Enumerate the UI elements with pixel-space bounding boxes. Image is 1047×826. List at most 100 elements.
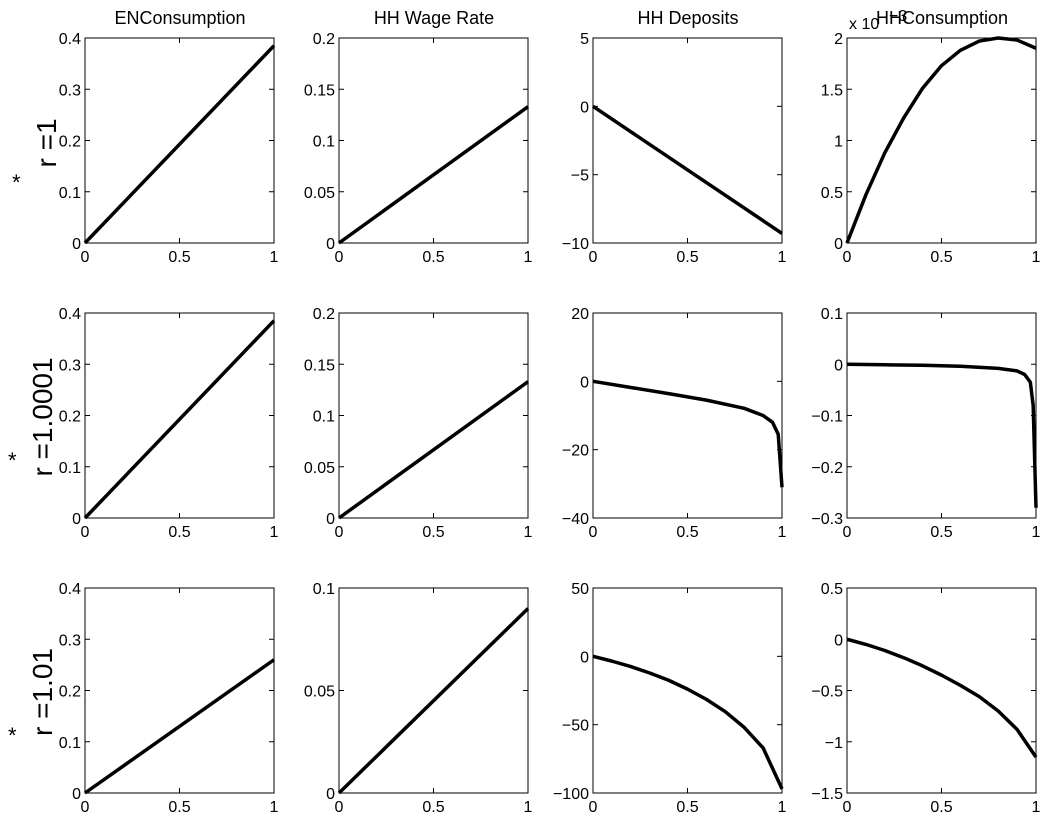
subplot-r3-c2: 0 0.5 1 0 0.05 0.1: [304, 581, 533, 816]
y-tick-label: 0: [834, 236, 843, 253]
y-tick-label: 0: [326, 511, 335, 528]
y-tick-label: 0.05: [304, 684, 335, 701]
x-tick-label: 1: [778, 524, 787, 541]
y-tick-label: 0.05: [304, 460, 335, 477]
row-label-1: r =1: [31, 118, 62, 167]
subplot-r1-c2: 0 0.5 1 0 0.05 0.1 0.15 0.2: [304, 31, 533, 266]
x-tick-label: 1: [1032, 249, 1041, 266]
y-tick-label: 0: [326, 786, 335, 803]
y-tick-label: 0: [326, 236, 335, 253]
subplot-r3-c4: 0 0.5 1 −1.5 −1 −0.5 0 0.5: [811, 581, 1040, 816]
x-tick-label: 0: [589, 799, 598, 816]
y-tick-label: 0.15: [304, 82, 335, 99]
x-tick-label: 0: [335, 249, 344, 266]
axes-box: [592, 312, 783, 519]
y-tick-label: 0.3: [59, 632, 81, 649]
axes-box: [592, 37, 783, 244]
y-tick-label: 0.4: [59, 31, 81, 48]
y-tick-label: 0.1: [59, 735, 81, 752]
x-tick-label: 0.5: [930, 524, 952, 541]
series-line: [337, 105, 530, 245]
x-tick-label: 0: [81, 249, 90, 266]
axes-box: [846, 312, 1037, 519]
row-label-3-star: *: [8, 723, 17, 748]
y-tick-label: −0.2: [811, 460, 843, 477]
x-tick-label: 0.5: [676, 524, 698, 541]
y-tick-label: 5: [580, 31, 589, 48]
x-tick-label: 0: [81, 524, 90, 541]
column-titles: ENConsumption HH Wage Rate HH Deposits H…: [114, 8, 1008, 28]
subplot-r2-c2: 0 0.5 1 0 0.05 0.1 0.15 0.2: [304, 306, 533, 541]
x-tick-label: 0.5: [422, 524, 444, 541]
y-tick-label: 0.5: [821, 581, 843, 598]
x-tick-label: 0.5: [422, 799, 444, 816]
y-tick-label: −0.1: [811, 409, 843, 426]
x-tick-label: 0.5: [676, 249, 698, 266]
y-tick-label: 2: [834, 31, 843, 48]
subplot-r1-c4: 0 0.5 1 0 0.5 1 1.5 2 x 10 −3: [821, 8, 1041, 266]
y-tick-label: 0: [834, 632, 843, 649]
subplot-r2-c4: 0 0.5 1 −0.3 −0.2 −0.1 0 0.1: [811, 306, 1040, 541]
y-tick-label: 0: [72, 786, 81, 803]
row-labels: * r =1 * r =1.0001 * r =1.01: [8, 118, 62, 748]
series-line: [337, 380, 530, 520]
x-tick-label: 1: [270, 799, 279, 816]
subplot-r3-c3: 0 0.5 1 −100 −50 0 50: [553, 581, 787, 816]
y-tick-label: −20: [562, 443, 589, 460]
subplot-r1-c3: 0 0.5 1 −10 −5 0 5: [562, 31, 787, 266]
y-tick-label: 0.1: [59, 460, 81, 477]
series-line: [846, 362, 1038, 508]
y-tick-label: −40: [562, 511, 589, 528]
x-tick-label: 0: [589, 249, 598, 266]
y-tick-label: 0.1: [821, 306, 843, 323]
series-line: [592, 104, 783, 235]
y-tick-label: 1: [834, 134, 843, 151]
x-tick-label: 0: [335, 524, 344, 541]
y-tick-label: 0.15: [304, 357, 335, 374]
x-tick-label: 0: [843, 249, 852, 266]
y-tick-label: −1.5: [811, 786, 843, 803]
y-tick-label: 0.1: [313, 134, 335, 151]
series-line: [83, 319, 276, 520]
y-tick-label: 0.2: [313, 31, 335, 48]
subplot-r2-c1: 0 0.5 1 0 0.1 0.2 0.3 0.4: [59, 306, 279, 541]
y-tick-label: 0.2: [59, 684, 81, 701]
x-tick-label: 1: [524, 249, 533, 266]
y-tick-label: 0.3: [59, 82, 81, 99]
y-tick-label: 0.1: [59, 185, 81, 202]
series-line: [592, 654, 784, 790]
y-tick-label: −1: [825, 735, 843, 752]
axes-box: [84, 587, 275, 794]
axes-box: [846, 37, 1037, 244]
subplot-r2-c3: 0 0.5 1 −40 −20 0 20: [562, 306, 787, 541]
axes-box: [338, 37, 529, 244]
y-tick-label: 50: [571, 581, 589, 598]
row-label-3: r =1.01: [27, 648, 58, 736]
x-tick-label: 1: [778, 249, 787, 266]
y-tick-label: 0: [580, 649, 589, 666]
y-tick-label: 0.2: [59, 134, 81, 151]
series-line: [83, 44, 276, 245]
x-tick-label: 0.5: [168, 524, 190, 541]
y-tick-label: 0.2: [59, 409, 81, 426]
x-tick-label: 1: [1032, 524, 1041, 541]
y-tick-label: −10: [562, 236, 589, 253]
x-tick-label: 1: [778, 799, 787, 816]
series-line: [845, 36, 1037, 244]
y-tick-label: 0: [72, 511, 81, 528]
y-tick-label: 0: [580, 374, 589, 391]
x-tick-label: 1: [270, 249, 279, 266]
y-tick-label: 0.2: [313, 306, 335, 323]
y-tick-label: 0: [834, 357, 843, 374]
axes-box: [846, 587, 1037, 794]
x-tick-label: 0: [589, 524, 598, 541]
subplot-grid: 0 0.5 100.10.20.30.40 0.5 100.050.10.150.20 0…: [59, 8, 1041, 816]
y-tick-label: 0.3: [59, 357, 81, 374]
y-tick-label: 0.1: [313, 581, 335, 598]
x-tick-label: 0.5: [930, 799, 952, 816]
x-tick-label: 0: [843, 799, 852, 816]
x-tick-label: 0.5: [930, 249, 952, 266]
column-title-hhconsumption: HHConsumption: [876, 8, 1008, 28]
x-tick-label: 0: [843, 524, 852, 541]
